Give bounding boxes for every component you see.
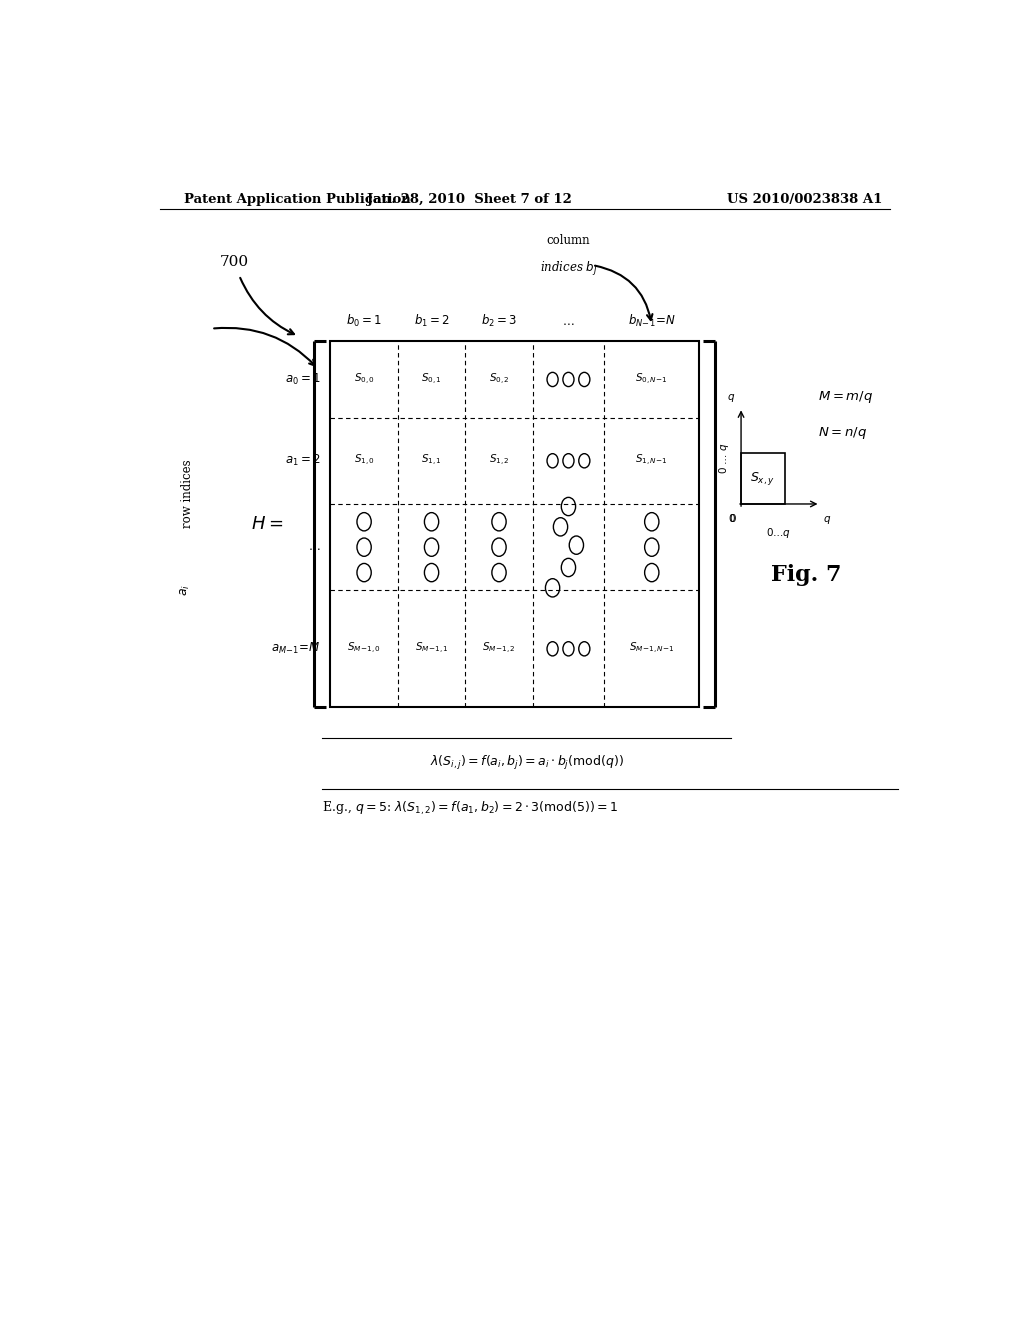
Text: $b_1=2$: $b_1=2$ bbox=[414, 313, 450, 329]
Text: $S_{1,N\!-\!1}$: $S_{1,N\!-\!1}$ bbox=[635, 453, 669, 469]
Text: $S_{0,0}$: $S_{0,0}$ bbox=[353, 372, 375, 387]
Text: $H =$: $H =$ bbox=[251, 515, 283, 533]
Text: $S_{x,y}$: $S_{x,y}$ bbox=[751, 470, 775, 487]
Text: $0\ \ldots\ q$: $0\ \ldots\ q$ bbox=[717, 442, 730, 474]
Text: $b_0=1$: $b_0=1$ bbox=[346, 313, 382, 329]
Text: $a_{M\!-\!1}\!=\!M$: $a_{M\!-\!1}\!=\!M$ bbox=[271, 642, 321, 656]
Text: indices $b_J$: indices $b_J$ bbox=[540, 260, 597, 279]
Bar bbox=[331, 342, 699, 708]
Text: Jan. 28, 2010  Sheet 7 of 12: Jan. 28, 2010 Sheet 7 of 12 bbox=[367, 193, 571, 206]
Text: Fig. 7: Fig. 7 bbox=[771, 564, 842, 586]
Text: $\cdots$: $\cdots$ bbox=[308, 541, 321, 553]
Text: $S_{0,2}$: $S_{0,2}$ bbox=[488, 372, 509, 387]
Text: 0: 0 bbox=[730, 515, 736, 524]
Text: $S_{0,N\!-\!1}$: $S_{0,N\!-\!1}$ bbox=[635, 372, 669, 387]
Text: column: column bbox=[547, 234, 590, 247]
Text: $b_2=3$: $b_2=3$ bbox=[481, 313, 517, 329]
Text: E.g., $q=5$: $\lambda(S_{1,2})=f(a_1,b_2)=2 \cdot 3(\mathrm{mod}(5))=1$: E.g., $q=5$: $\lambda(S_{1,2})=f(a_1,b_2… bbox=[323, 800, 618, 817]
Text: $M = m/q$: $M = m/q$ bbox=[818, 389, 873, 405]
Text: $N = n/q$: $N = n/q$ bbox=[818, 425, 867, 441]
Text: US 2010/0023838 A1: US 2010/0023838 A1 bbox=[727, 193, 882, 206]
Text: $S_{M\!-\!1,1}$: $S_{M\!-\!1,1}$ bbox=[415, 642, 449, 656]
Text: $0 \ldots q$: $0 \ldots q$ bbox=[766, 527, 792, 540]
Text: 0: 0 bbox=[728, 515, 735, 524]
Text: $S_{1,1}$: $S_{1,1}$ bbox=[421, 453, 442, 469]
Text: $a_i$: $a_i$ bbox=[178, 585, 191, 597]
Text: 700: 700 bbox=[219, 255, 249, 269]
Text: Patent Application Publication: Patent Application Publication bbox=[183, 193, 411, 206]
Text: $q$: $q$ bbox=[823, 515, 831, 527]
Text: $S_{M\!-\!1,0}$: $S_{M\!-\!1,0}$ bbox=[347, 642, 381, 656]
Text: $S_{0,1}$: $S_{0,1}$ bbox=[421, 372, 442, 387]
Text: $q$: $q$ bbox=[727, 392, 735, 404]
Text: $a_0=1$: $a_0=1$ bbox=[286, 372, 321, 387]
Text: $\cdots$: $\cdots$ bbox=[562, 317, 574, 329]
Bar bbox=[741, 453, 784, 504]
Text: $a_1=2$: $a_1=2$ bbox=[286, 453, 321, 469]
Text: $S_{M\!-\!1,N\!-\!1}$: $S_{M\!-\!1,N\!-\!1}$ bbox=[629, 642, 675, 656]
Text: $S_{1,0}$: $S_{1,0}$ bbox=[353, 453, 375, 469]
Text: $S_{M\!-\!1,2}$: $S_{M\!-\!1,2}$ bbox=[482, 642, 516, 656]
Text: $S_{1,2}$: $S_{1,2}$ bbox=[488, 453, 509, 469]
Text: $b_{N\!-\!1}\!=\!N$: $b_{N\!-\!1}\!=\!N$ bbox=[628, 313, 676, 329]
Text: row indices: row indices bbox=[181, 459, 194, 528]
Text: $\lambda(S_{i,j})=f(a_i,b_j)=a_i \cdot b_j(\mathrm{mod}(q))$: $\lambda(S_{i,j})=f(a_i,b_j)=a_i \cdot b… bbox=[430, 754, 624, 772]
